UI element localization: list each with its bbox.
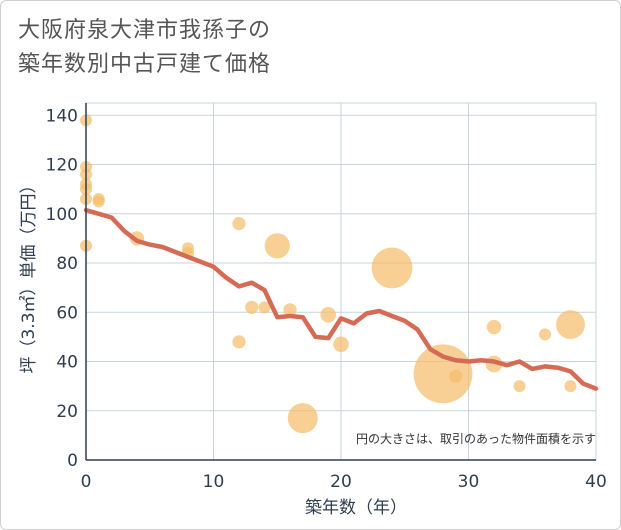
data-bubble (371, 247, 413, 289)
data-bubble (449, 369, 463, 383)
data-bubble (413, 344, 473, 404)
data-bubble (556, 310, 585, 339)
y-tick-label: 40 (56, 353, 78, 373)
y-tick-label: 80 (56, 254, 78, 274)
tick-labels: 0 20 40 60 80 100 120 140 0 10 20 30 40 (46, 106, 607, 492)
data-bubble (333, 336, 349, 353)
data-bubble (232, 335, 246, 349)
data-bubble (539, 328, 551, 341)
grid-lines (85, 102, 597, 461)
data-bubble (283, 303, 297, 317)
x-tick-label: 30 (458, 472, 480, 492)
axes (85, 103, 596, 461)
data-bubble (564, 380, 577, 393)
chart-title-line-1: 大阪府泉大津市我孫子の (18, 18, 272, 43)
y-tick-label: 140 (46, 106, 78, 126)
data-bubble (264, 233, 290, 259)
y-tick-label: 100 (46, 205, 78, 225)
data-bubble (232, 217, 246, 231)
x-tick-label: 0 (81, 472, 92, 492)
chart-title-line-2: 築年数別中古戸建て価格 (18, 52, 272, 77)
trend-line-group (83, 207, 599, 391)
trend-line (83, 207, 599, 391)
x-tick-label: 40 (585, 472, 607, 492)
y-tick-label: 0 (67, 451, 78, 471)
data-bubble (92, 195, 105, 208)
data-bubble (486, 319, 502, 335)
y-tick-label: 20 (56, 402, 78, 422)
data-bubble (513, 380, 526, 393)
y-tick-label: 60 (56, 303, 78, 323)
size-note: 円の大きさは、取引のあった物件面積を示す (356, 431, 596, 446)
x-tick-label: 20 (330, 472, 352, 492)
x-axis-label: 築年数（年） (305, 498, 407, 518)
data-bubble (287, 403, 318, 434)
data-bubble (258, 301, 271, 314)
chart-title: 大阪府泉大津市我孫子の 築年数別中古戸建て価格 (18, 14, 271, 82)
y-tick-label: 120 (46, 156, 78, 176)
data-bubble (320, 306, 337, 323)
data-bubble (245, 300, 259, 314)
x-tick-label: 10 (203, 472, 225, 492)
y-axis-label: 坪（3.3㎡）単価（万円） (19, 176, 39, 373)
bubbles (80, 114, 585, 434)
